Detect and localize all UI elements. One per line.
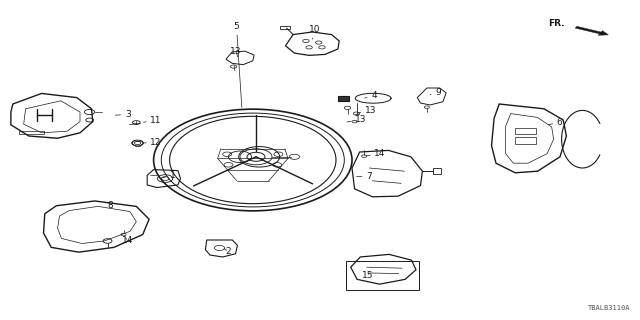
Bar: [515, 137, 536, 144]
Bar: [433, 168, 441, 174]
Text: TBALB3110A: TBALB3110A: [588, 305, 630, 311]
Text: 8: 8: [108, 201, 113, 210]
Text: 9: 9: [430, 88, 441, 97]
Text: 7: 7: [356, 172, 372, 181]
Text: 10: 10: [308, 25, 320, 39]
Bar: [19, 131, 44, 134]
Text: FR.: FR.: [548, 20, 565, 28]
Text: 14: 14: [122, 236, 133, 245]
Text: 14: 14: [366, 149, 386, 158]
Text: 15: 15: [362, 271, 373, 280]
Text: 4: 4: [365, 92, 377, 100]
Text: 13: 13: [357, 106, 376, 115]
Text: 5: 5: [234, 22, 242, 108]
Text: 1: 1: [163, 171, 175, 180]
Text: 13: 13: [230, 47, 242, 57]
Text: 2: 2: [224, 247, 231, 256]
Bar: [280, 26, 290, 29]
Text: 6: 6: [548, 118, 563, 127]
Text: 13: 13: [347, 115, 367, 124]
FancyArrow shape: [575, 26, 609, 35]
Bar: [346, 261, 419, 290]
Text: 11: 11: [143, 116, 162, 125]
Text: 12: 12: [143, 138, 162, 147]
Text: 3: 3: [115, 110, 131, 119]
Bar: [338, 96, 349, 101]
Bar: [515, 128, 536, 134]
